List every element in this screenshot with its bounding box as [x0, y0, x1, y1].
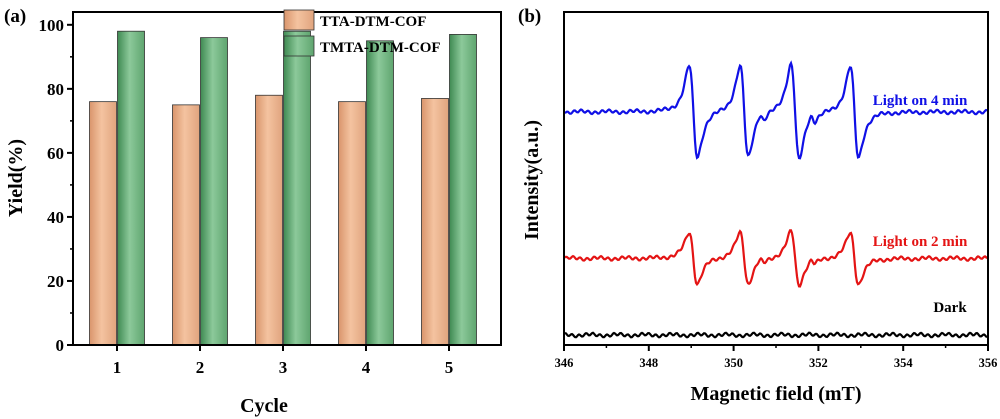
bar-tmta-cycle-1: [117, 30, 145, 346]
spectrum-line-1: [564, 229, 988, 288]
panel-b-label: (b): [518, 6, 541, 27]
spectra-lines: [564, 60, 988, 339]
bar-tta-cycle-2: [172, 104, 200, 346]
x-tick-label-a: 1: [113, 358, 122, 377]
series-label: Dark: [933, 300, 967, 316]
y-tick-label-a: 100: [39, 16, 65, 35]
bar-tmta-cycle-5: [449, 34, 477, 346]
plot-frame-b: [563, 11, 989, 346]
legend-label: TMTA-DTM-COF: [320, 40, 441, 56]
panel-a-yield-chart: (a) 0 20 40 60 80 100 1 2 3 4 5 Cycle Yield(%) TT…: [4, 6, 502, 417]
y-axis-label-b: Intensity(a.u.): [521, 120, 543, 240]
x-tick-label-b: 352: [809, 356, 828, 370]
legend-label: TTA-DTM-COF: [320, 14, 426, 30]
x-axis-label-a: Cycle: [240, 395, 288, 417]
x-tick-label-a: 4: [362, 358, 371, 377]
y-axis-ticks-a: 0 20 40 60 80 100: [39, 16, 73, 355]
y-tick-label-a: 0: [56, 336, 65, 355]
x-tick-label-a: 5: [445, 358, 454, 377]
x-axis-label-b: Magnetic field (mT): [690, 383, 861, 405]
panel-b-epr-spectra: (b) 346 348 350 352 354 356 Magnetic field (m…: [518, 6, 997, 405]
x-axis-ticks-a: 1 2 3 4 5: [113, 345, 454, 377]
y-tick-label-a: 20: [47, 272, 64, 291]
bar-tta-cycle-3: [255, 94, 283, 346]
x-tick-label-b: 356: [979, 356, 998, 370]
bar-group: [89, 30, 477, 346]
series-label: Light on 2 min: [873, 234, 968, 250]
panel-a-label: (a): [4, 6, 26, 27]
legend-swatch: [283, 9, 315, 31]
y-tick-label-a: 40: [47, 208, 64, 227]
bar-tmta-cycle-4: [366, 40, 394, 346]
x-tick-label-b: 350: [724, 356, 743, 370]
x-tick-label-a: 3: [279, 358, 288, 377]
x-tick-label-b: 354: [894, 356, 914, 370]
bar-tmta-cycle-3: [283, 30, 311, 346]
bar-tta-cycle-4: [338, 101, 366, 346]
series-label: Light on 4 min: [873, 93, 968, 109]
bar-tta-cycle-5: [421, 98, 449, 346]
series-annotations: Light on 4 min Light on 2 min Dark: [873, 93, 968, 316]
y-axis-label-a: Yield(%): [5, 139, 27, 217]
legend-a: TTA-DTM-COF TMTA-DTM-COF: [283, 9, 441, 57]
x-tick-label-b: 346: [555, 356, 574, 370]
legend-swatch: [283, 35, 315, 57]
spectrum-line-0: [564, 60, 988, 160]
x-axis-ticks-b: 346 348 350 352 354 356: [555, 345, 998, 370]
spectrum-line-2: [564, 331, 988, 339]
x-tick-label-a: 2: [196, 358, 205, 377]
x-tick-label-b: 348: [639, 356, 658, 370]
y-tick-label-a: 80: [47, 80, 64, 99]
bar-tmta-cycle-2: [200, 37, 228, 346]
bar-tta-cycle-1: [89, 101, 117, 346]
y-tick-label-a: 60: [47, 144, 64, 163]
